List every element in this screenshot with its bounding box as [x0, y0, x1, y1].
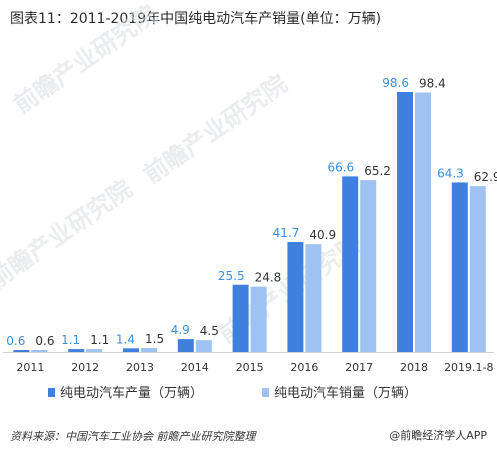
- x-tick-label-2019.1-8: 2019.1-8: [444, 361, 493, 374]
- data-label-production-2018: 98.6: [382, 76, 409, 90]
- data-label-production-2014: 4.9: [171, 323, 190, 337]
- x-tick-label-2012: 2012: [71, 361, 99, 374]
- data-label-sales-2012: 1.1: [90, 333, 109, 347]
- bar-production-2016: [287, 242, 304, 352]
- bar-production-2013: [123, 348, 139, 352]
- bar-sales-2019.1-8: [469, 186, 486, 352]
- bar-sales-2016: [305, 244, 322, 352]
- x-tick-label-2011: 2011: [16, 361, 44, 374]
- data-label-production-2016: 41.7: [273, 226, 300, 240]
- data-label-sales-2018: 98.4: [419, 77, 446, 91]
- bar-production-2017: [342, 176, 359, 352]
- bar-production-2018: [397, 92, 413, 352]
- data-label-production-2015: 25.5: [218, 269, 245, 283]
- bar-production-2019.1-8: [451, 182, 468, 352]
- data-label-production-2019.1-8: 64.3: [437, 166, 464, 180]
- bar-sales-2017: [360, 180, 377, 352]
- legend-label-production: 纯电动汽车产量（万辆）: [60, 385, 203, 401]
- bar-production-2012: [68, 349, 85, 352]
- bar-sales-2012: [86, 349, 103, 352]
- brand-credit: @前瞻经济学人APP: [389, 429, 487, 442]
- data-label-sales-2011: 0.6: [35, 334, 54, 348]
- data-label-sales-2013: 1.5: [145, 332, 164, 346]
- bar-production-2015: [232, 284, 249, 352]
- source-note: 资料来源：中国汽车工业协会 前瞻产业研究院整理: [10, 430, 256, 443]
- bar-sales-2013: [141, 348, 157, 352]
- x-tick-label-2018: 2018: [400, 361, 428, 374]
- x-tick-label-2015: 2015: [236, 361, 264, 374]
- bar-sales-2018: [415, 92, 431, 353]
- data-label-production-2013: 1.4: [116, 332, 135, 346]
- bar-sales-2015: [250, 286, 267, 352]
- x-tick-label-2016: 2016: [290, 361, 318, 374]
- bar-sales-2014: [195, 340, 212, 352]
- data-label-sales-2016: 40.9: [309, 228, 336, 242]
- x-tick-label-2014: 2014: [181, 361, 209, 374]
- legend-label-sales: 纯电动汽车销量（万辆）: [274, 385, 417, 401]
- bar-sales-2011: [31, 350, 48, 352]
- data-label-production-2017: 66.6: [327, 160, 354, 174]
- x-tick-label-2017: 2017: [345, 361, 373, 374]
- data-label-production-2011: 0.6: [6, 334, 25, 348]
- data-label-sales-2017: 65.2: [364, 164, 391, 178]
- x-tick-label-2013: 2013: [126, 361, 154, 374]
- legend-swatch-sales: [262, 388, 269, 397]
- data-label-sales-2019.1-8: 62.9: [474, 170, 497, 184]
- bar-production-2011: [13, 350, 30, 352]
- chart-title: 图表11：2011-2019年中国纯电动汽车产销量(单位：万辆): [10, 11, 382, 27]
- bar-production-2014: [177, 339, 194, 352]
- legend-swatch-production: [48, 388, 55, 397]
- data-label-production-2012: 1.1: [61, 333, 80, 347]
- data-label-sales-2014: 4.5: [200, 324, 219, 338]
- data-label-sales-2015: 24.8: [255, 271, 282, 285]
